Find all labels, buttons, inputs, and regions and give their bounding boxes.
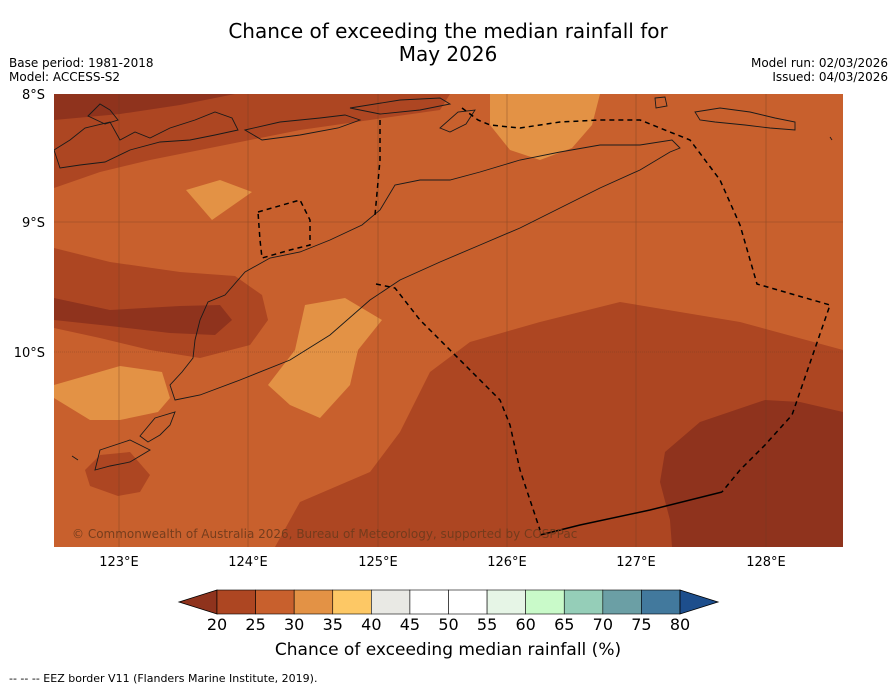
colorbar-over-arrow — [679, 589, 720, 615]
lon-label-125e: 125°E — [358, 555, 398, 570]
colorbar-tick-label: 80 — [669, 615, 691, 634]
colorbar-segment — [409, 589, 449, 615]
colorbar-segment — [641, 589, 681, 615]
lat-label-8s: 8°S — [22, 88, 45, 103]
eez-border — [257, 107, 831, 536]
colorbar-segment — [332, 589, 372, 615]
colorbar-segment — [371, 589, 411, 615]
colorbar-tick-label: 55 — [476, 615, 498, 634]
map-area — [54, 94, 843, 547]
wet-patch-northwest — [186, 180, 252, 220]
title-line-1: Chance of exceeding the median rainfall … — [228, 19, 668, 43]
lon-label-126e: 126°E — [487, 555, 527, 570]
colorbar-tick-label: 75 — [631, 615, 652, 634]
colorbar-tick-label: 35 — [322, 615, 343, 634]
colorbar-segment — [486, 589, 526, 615]
lon-label-128e: 128°E — [746, 555, 786, 570]
lon-label-127e: 127°E — [616, 555, 656, 570]
wet-patch-north — [490, 94, 600, 160]
wet-patch-west — [54, 366, 170, 420]
colorbar-segment — [448, 589, 488, 615]
lon-label-123e: 123°E — [99, 555, 139, 570]
colorbar — [177, 589, 720, 615]
meta-right: Model run: 02/03/2026 Issued: 04/03/2026 — [751, 56, 888, 84]
copyright-notice: © Commonwealth of Australia 2026, Bureau… — [72, 527, 577, 541]
colorbar-tick-label: 45 — [399, 615, 421, 634]
very-dry-band-west — [54, 298, 232, 335]
colorbar-under-arrow — [177, 589, 218, 615]
issued-date: Issued: 04/03/2026 — [772, 70, 888, 84]
chart-title: Chance of exceeding the median rainfall … — [0, 20, 896, 66]
colorbar-segment — [563, 589, 604, 615]
base-period: Base period: 1981-2018 — [9, 56, 154, 70]
very-dry-north — [54, 94, 235, 120]
lat-label-9s: 9°S — [22, 216, 45, 231]
lat-label-10s: 10°S — [14, 346, 45, 361]
colorbar-segment — [293, 589, 334, 615]
model-name: Model: ACCESS-S2 — [9, 70, 121, 84]
wet-patch-central — [268, 298, 382, 418]
coastlines — [54, 96, 833, 471]
eez-legend-footnote: -- -- -- EEZ border V11 (Flanders Marine… — [9, 672, 318, 685]
colorbar-tick-label: 20 — [206, 615, 228, 634]
colorbar-tick-label: 25 — [245, 615, 266, 634]
colorbar-tick-label: 65 — [554, 615, 575, 634]
colorbar-segment — [216, 589, 256, 615]
very-dry-region-southeast — [660, 400, 843, 547]
model-run: Model run: 02/03/2026 — [750, 56, 888, 70]
colorbar-tick-label: 60 — [515, 615, 536, 634]
colorbar-segment — [602, 589, 642, 615]
colorbar-label: Chance of exceeding median rainfall (%) — [274, 640, 622, 660]
meta-left: Base period: 1981-2018 Model: ACCESS-S2 — [9, 56, 154, 84]
colorbar-tick-label: 30 — [283, 615, 305, 634]
colorbar-tick-label: 70 — [592, 615, 614, 634]
graticule — [54, 94, 843, 547]
dry-band-north — [54, 94, 450, 188]
title-line-2: May 2026 — [398, 42, 498, 66]
colorbar-segment — [525, 589, 565, 615]
lon-label-124e: 124°E — [228, 555, 268, 570]
colorbar-tick-label: 50 — [438, 615, 459, 634]
colorbar-segment — [255, 589, 295, 615]
dry-blob-southwest — [85, 452, 150, 496]
colorbar-tick-label: 40 — [361, 615, 382, 634]
